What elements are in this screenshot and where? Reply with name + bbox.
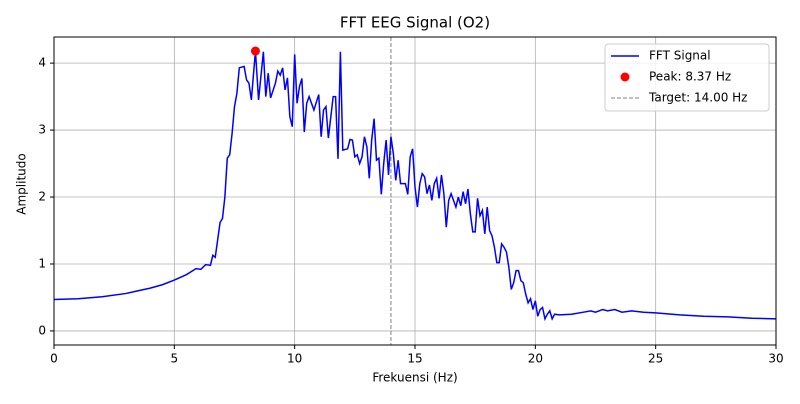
x-tick-label: 10 xyxy=(287,352,302,366)
legend-label: FFT Signal xyxy=(649,49,711,63)
x-tick-label: 0 xyxy=(50,352,58,366)
y-tick-label: 3 xyxy=(38,123,46,137)
y-tick-label: 1 xyxy=(38,256,46,270)
y-tick-label: 2 xyxy=(38,190,46,204)
y-axis-label: Amplitudo xyxy=(15,153,29,214)
legend-label: Target: 14.00 Hz xyxy=(648,91,747,105)
x-tick-label: 25 xyxy=(648,352,663,366)
line-series xyxy=(54,50,776,322)
x-tick-label: 20 xyxy=(528,352,543,366)
plot-frame xyxy=(53,36,777,346)
legend-swatch xyxy=(620,72,630,82)
x-tick-label: 30 xyxy=(768,352,783,366)
x-tick-label: 5 xyxy=(171,352,179,366)
x-axis-label: Frekuensi (Hz) xyxy=(372,371,457,385)
legend-label: Peak: 8.37 Hz xyxy=(649,70,731,84)
legend-box xyxy=(604,43,770,112)
y-tick-label: 0 xyxy=(38,323,46,337)
chart-title: FFT EEG Signal (O2) xyxy=(340,14,490,32)
y-tick-label: 4 xyxy=(38,56,46,70)
x-tick-label: 15 xyxy=(407,352,422,366)
peak-point xyxy=(250,46,260,56)
